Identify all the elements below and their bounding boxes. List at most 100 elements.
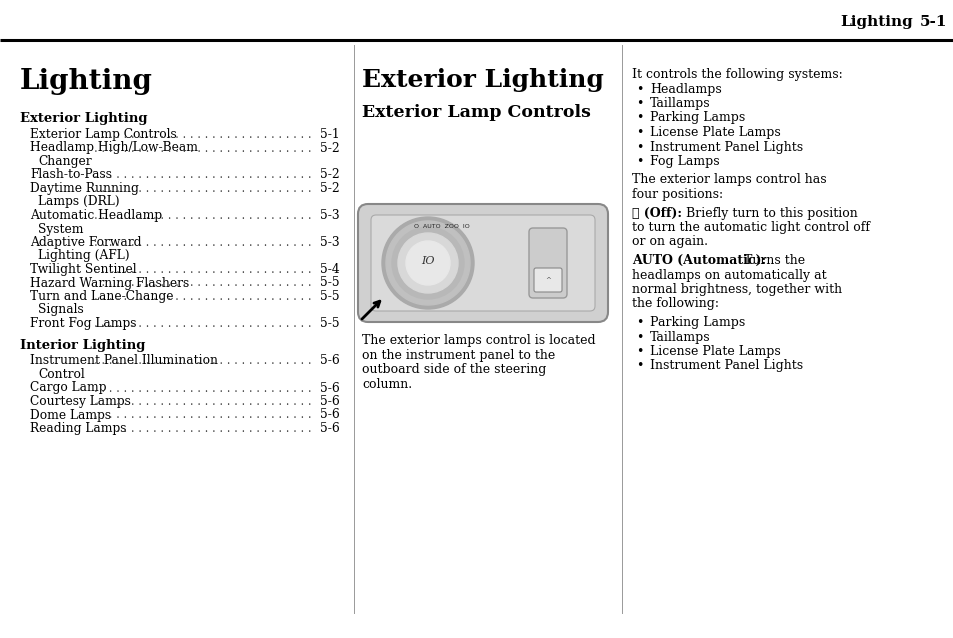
Text: 5-2: 5-2 [320, 142, 339, 154]
Text: 5-2: 5-2 [320, 182, 339, 195]
Text: 5-2: 5-2 [320, 168, 339, 181]
Text: . . . . . . . . . . . . . . . . . . . . . . . . . . . . . .: . . . . . . . . . . . . . . . . . . . . … [94, 355, 312, 367]
Text: Reading Lamps: Reading Lamps [30, 422, 127, 435]
Text: Twilight Sentinel: Twilight Sentinel [30, 263, 136, 276]
Text: •: • [636, 112, 642, 124]
Text: O  AUTO  ZOO  IO: O AUTO ZOO IO [414, 224, 469, 229]
Text: 5-5: 5-5 [320, 317, 339, 330]
Text: Interior Lighting: Interior Lighting [20, 339, 145, 352]
Text: Exterior Lighting: Exterior Lighting [361, 68, 603, 92]
Text: . . . . . . . . . . . . . . . . . . . . . . . . . . . . . .: . . . . . . . . . . . . . . . . . . . . … [94, 142, 312, 154]
Text: on the instrument panel to the: on the instrument panel to the [361, 348, 555, 362]
Text: •: • [636, 97, 642, 110]
Text: or on again.: or on again. [631, 235, 707, 248]
Text: •: • [636, 345, 642, 358]
FancyBboxPatch shape [371, 215, 595, 311]
Text: headlamps on automatically at: headlamps on automatically at [631, 269, 825, 281]
Text: The exterior lamps control has: The exterior lamps control has [631, 174, 825, 186]
Text: . . . . . . . . . . . . . . . . . . . . . . . . . . . . . .: . . . . . . . . . . . . . . . . . . . . … [94, 290, 312, 303]
Text: Front Fog Lamps: Front Fog Lamps [30, 317, 136, 330]
Text: Instrument Panel Lights: Instrument Panel Lights [649, 359, 802, 373]
Text: . . . . . . . . . . . . . . . . . . . . . . . . . . . . . .: . . . . . . . . . . . . . . . . . . . . … [94, 395, 312, 408]
Text: Lamps (DRL): Lamps (DRL) [38, 195, 119, 209]
Text: Exterior Lighting: Exterior Lighting [20, 112, 148, 125]
Text: •: • [636, 359, 642, 373]
Text: . . . . . . . . . . . . . . . . . . . . . . . . . . . . . .: . . . . . . . . . . . . . . . . . . . . … [94, 317, 312, 330]
Text: Flash-to-Pass: Flash-to-Pass [30, 168, 112, 181]
Text: Fog Lamps: Fog Lamps [649, 155, 719, 168]
Text: Lighting (AFL): Lighting (AFL) [38, 249, 130, 262]
Text: . . . . . . . . . . . . . . . . . . . . . . . . . . . . . .: . . . . . . . . . . . . . . . . . . . . … [94, 236, 312, 249]
Text: Changer: Changer [38, 155, 91, 168]
Circle shape [381, 217, 474, 309]
Text: Turn and Lane-Change: Turn and Lane-Change [30, 290, 173, 303]
Text: Signals: Signals [38, 304, 84, 316]
Text: AUTO (Automatic):: AUTO (Automatic): [631, 254, 765, 267]
FancyBboxPatch shape [357, 204, 607, 322]
Text: 5-6: 5-6 [320, 355, 339, 367]
Circle shape [392, 227, 463, 299]
Text: to turn the automatic light control off: to turn the automatic light control off [631, 221, 869, 234]
Circle shape [386, 221, 470, 305]
Text: outboard side of the steering: outboard side of the steering [361, 363, 546, 376]
Text: Taillamps: Taillamps [649, 330, 710, 343]
Text: Courtesy Lamps: Courtesy Lamps [30, 395, 131, 408]
Text: System: System [38, 223, 84, 235]
Text: the following:: the following: [631, 297, 719, 311]
Text: 5-6: 5-6 [320, 382, 339, 394]
Text: •: • [636, 126, 642, 139]
Text: . . . . . . . . . . . . . . . . . . . . . . . . . . . . . .: . . . . . . . . . . . . . . . . . . . . … [94, 263, 312, 276]
Text: •: • [636, 330, 642, 343]
Text: . . . . . . . . . . . . . . . . . . . . . . . . . . . . . .: . . . . . . . . . . . . . . . . . . . . … [94, 422, 312, 435]
Text: It controls the following systems:: It controls the following systems: [631, 68, 841, 81]
Text: 5-6: 5-6 [320, 422, 339, 435]
Text: . . . . . . . . . . . . . . . . . . . . . . . . . . . . . .: . . . . . . . . . . . . . . . . . . . . … [94, 408, 312, 422]
Text: 5-6: 5-6 [320, 395, 339, 408]
Circle shape [406, 241, 450, 285]
FancyBboxPatch shape [529, 228, 566, 298]
Text: Cargo Lamp: Cargo Lamp [30, 382, 107, 394]
Text: . . . . . . . . . . . . . . . . . . . . . . . . . . . . . .: . . . . . . . . . . . . . . . . . . . . … [94, 168, 312, 181]
Text: 5-1: 5-1 [919, 15, 946, 29]
Text: •: • [636, 155, 642, 168]
Text: Exterior Lamp Controls: Exterior Lamp Controls [361, 104, 590, 121]
Text: column.: column. [361, 378, 412, 390]
Text: Adaptive Forward: Adaptive Forward [30, 236, 141, 249]
Text: . . . . . . . . . . . . . . . . . . . . . . . . . . . . . .: . . . . . . . . . . . . . . . . . . . . … [94, 382, 312, 394]
Text: Turns the: Turns the [735, 254, 804, 267]
Text: ␀ (Off):: ␀ (Off): [631, 207, 681, 219]
Text: Control: Control [38, 368, 85, 381]
Text: . . . . . . . . . . . . . . . . . . . . . . . . . . . . . .: . . . . . . . . . . . . . . . . . . . . … [94, 128, 312, 141]
Text: 5-1: 5-1 [320, 128, 339, 141]
Text: 5-4: 5-4 [320, 263, 339, 276]
Text: ^: ^ [544, 277, 551, 283]
Text: Automatic Headlamp: Automatic Headlamp [30, 209, 162, 222]
Text: . . . . . . . . . . . . . . . . . . . . . . . . . . . . . .: . . . . . . . . . . . . . . . . . . . . … [94, 182, 312, 195]
Text: Briefly turn to this position: Briefly turn to this position [678, 207, 857, 219]
Text: Headlamp High/Low-Beam: Headlamp High/Low-Beam [30, 142, 198, 154]
Text: . . . . . . . . . . . . . . . . . . . . . . . . . . . . . .: . . . . . . . . . . . . . . . . . . . . … [94, 276, 312, 290]
Text: 5-3: 5-3 [320, 236, 339, 249]
Text: Headlamps: Headlamps [649, 82, 721, 96]
Text: License Plate Lamps: License Plate Lamps [649, 126, 780, 139]
Text: Taillamps: Taillamps [649, 97, 710, 110]
Text: License Plate Lamps: License Plate Lamps [649, 345, 780, 358]
Text: Parking Lamps: Parking Lamps [649, 112, 744, 124]
Text: Lighting: Lighting [840, 15, 912, 29]
Text: Dome Lamps: Dome Lamps [30, 408, 111, 422]
Text: 5-5: 5-5 [320, 276, 339, 290]
Text: Hazard Warning Flashers: Hazard Warning Flashers [30, 276, 189, 290]
Text: •: • [636, 140, 642, 154]
Text: IO: IO [421, 256, 435, 266]
Text: normal brightness, together with: normal brightness, together with [631, 283, 841, 296]
Text: Parking Lamps: Parking Lamps [649, 316, 744, 329]
Text: 5-5: 5-5 [320, 290, 339, 303]
Text: four positions:: four positions: [631, 188, 722, 201]
Text: The exterior lamps control is located: The exterior lamps control is located [361, 334, 595, 347]
Text: Lighting: Lighting [20, 68, 152, 95]
Text: Exterior Lamp Controls: Exterior Lamp Controls [30, 128, 176, 141]
Text: Instrument Panel Illumination: Instrument Panel Illumination [30, 355, 218, 367]
Text: Instrument Panel Lights: Instrument Panel Lights [649, 140, 802, 154]
Circle shape [397, 233, 457, 293]
Text: •: • [636, 82, 642, 96]
